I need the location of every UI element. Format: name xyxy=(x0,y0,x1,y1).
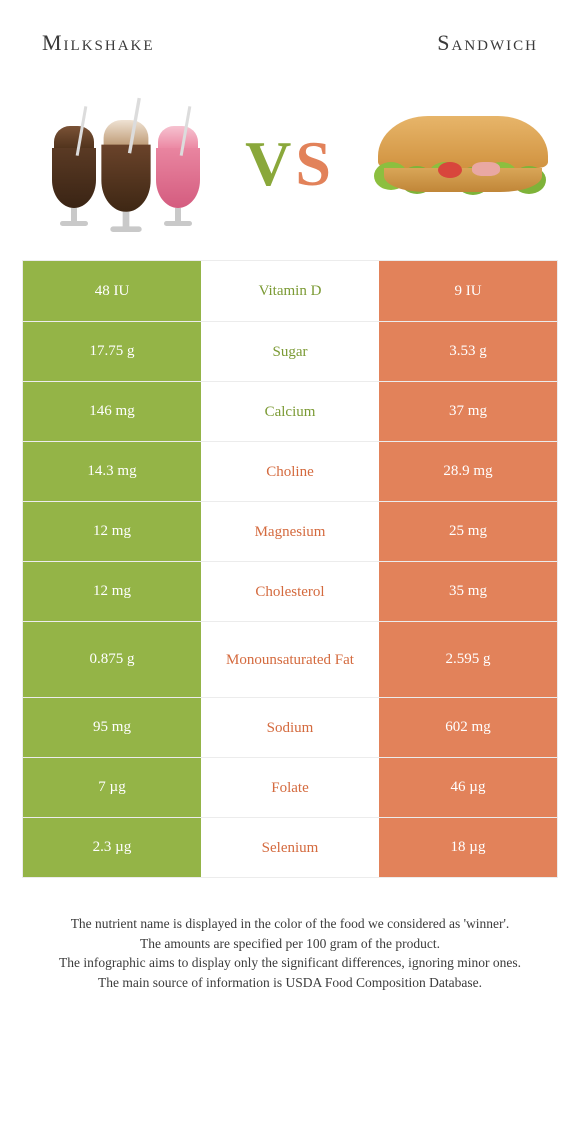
nutrient-row: 146 mgCalcium37 mg xyxy=(23,381,557,441)
nutrient-table: 48 IUVitamin D9 IU17.75 gSugar3.53 g146 … xyxy=(22,260,558,878)
vs-label: VS xyxy=(245,127,335,201)
left-value: 146 mg xyxy=(23,381,201,441)
left-value: 7 µg xyxy=(23,757,201,817)
nutrient-label: Magnesium xyxy=(201,501,379,561)
right-value: 25 mg xyxy=(379,501,557,561)
nutrient-label: Sodium xyxy=(201,697,379,757)
nutrient-row: 2.3 µgSelenium18 µg xyxy=(23,817,557,877)
nutrient-row: 12 mgMagnesium25 mg xyxy=(23,501,557,561)
nutrient-label: Folate xyxy=(201,757,379,817)
nutrient-row: 7 µgFolate46 µg xyxy=(23,757,557,817)
right-value: 3.53 g xyxy=(379,321,557,381)
vs-s: S xyxy=(295,128,335,199)
footer-line: The main source of information is USDA F… xyxy=(44,973,536,993)
milkshake-icon xyxy=(42,94,212,234)
footer-line: The amounts are specified per 100 gram o… xyxy=(44,934,536,954)
right-value: 2.595 g xyxy=(379,621,557,697)
right-value: 28.9 mg xyxy=(379,441,557,501)
left-value: 95 mg xyxy=(23,697,201,757)
title-row: Milkshake Sandwich xyxy=(22,20,558,84)
right-value: 9 IU xyxy=(379,261,557,321)
nutrient-label: Selenium xyxy=(201,817,379,877)
hero-row: VS xyxy=(22,84,558,260)
footer-notes: The nutrient name is displayed in the co… xyxy=(22,878,558,1002)
left-food-title: Milkshake xyxy=(42,30,155,56)
right-food-title: Sandwich xyxy=(437,30,538,56)
nutrient-label: Monounsaturated Fat xyxy=(201,621,379,697)
footer-line: The nutrient name is displayed in the co… xyxy=(44,914,536,934)
left-value: 17.75 g xyxy=(23,321,201,381)
right-value: 35 mg xyxy=(379,561,557,621)
nutrient-label: Sugar xyxy=(201,321,379,381)
right-value: 602 mg xyxy=(379,697,557,757)
left-value: 12 mg xyxy=(23,501,201,561)
nutrient-row: 14.3 mgCholine28.9 mg xyxy=(23,441,557,501)
left-value: 2.3 µg xyxy=(23,817,201,877)
sandwich-icon xyxy=(368,104,538,224)
sandwich-image xyxy=(368,94,538,234)
nutrient-row: 95 mgSodium602 mg xyxy=(23,697,557,757)
right-value: 37 mg xyxy=(379,381,557,441)
nutrient-label: Choline xyxy=(201,441,379,501)
milkshake-image xyxy=(42,94,212,234)
vs-v: V xyxy=(245,128,295,199)
nutrient-label: Calcium xyxy=(201,381,379,441)
left-value: 0.875 g xyxy=(23,621,201,697)
nutrient-row: 17.75 gSugar3.53 g xyxy=(23,321,557,381)
nutrient-row: 12 mgCholesterol35 mg xyxy=(23,561,557,621)
right-value: 18 µg xyxy=(379,817,557,877)
nutrient-label: Vitamin D xyxy=(201,261,379,321)
nutrient-row: 48 IUVitamin D9 IU xyxy=(23,261,557,321)
nutrient-row: 0.875 gMonounsaturated Fat2.595 g xyxy=(23,621,557,697)
footer-line: The infographic aims to display only the… xyxy=(44,953,536,973)
right-value: 46 µg xyxy=(379,757,557,817)
left-value: 12 mg xyxy=(23,561,201,621)
nutrient-label: Cholesterol xyxy=(201,561,379,621)
left-value: 48 IU xyxy=(23,261,201,321)
left-value: 14.3 mg xyxy=(23,441,201,501)
infographic-container: Milkshake Sandwich VS 48 IUVitamin D9 IU… xyxy=(0,0,580,1032)
